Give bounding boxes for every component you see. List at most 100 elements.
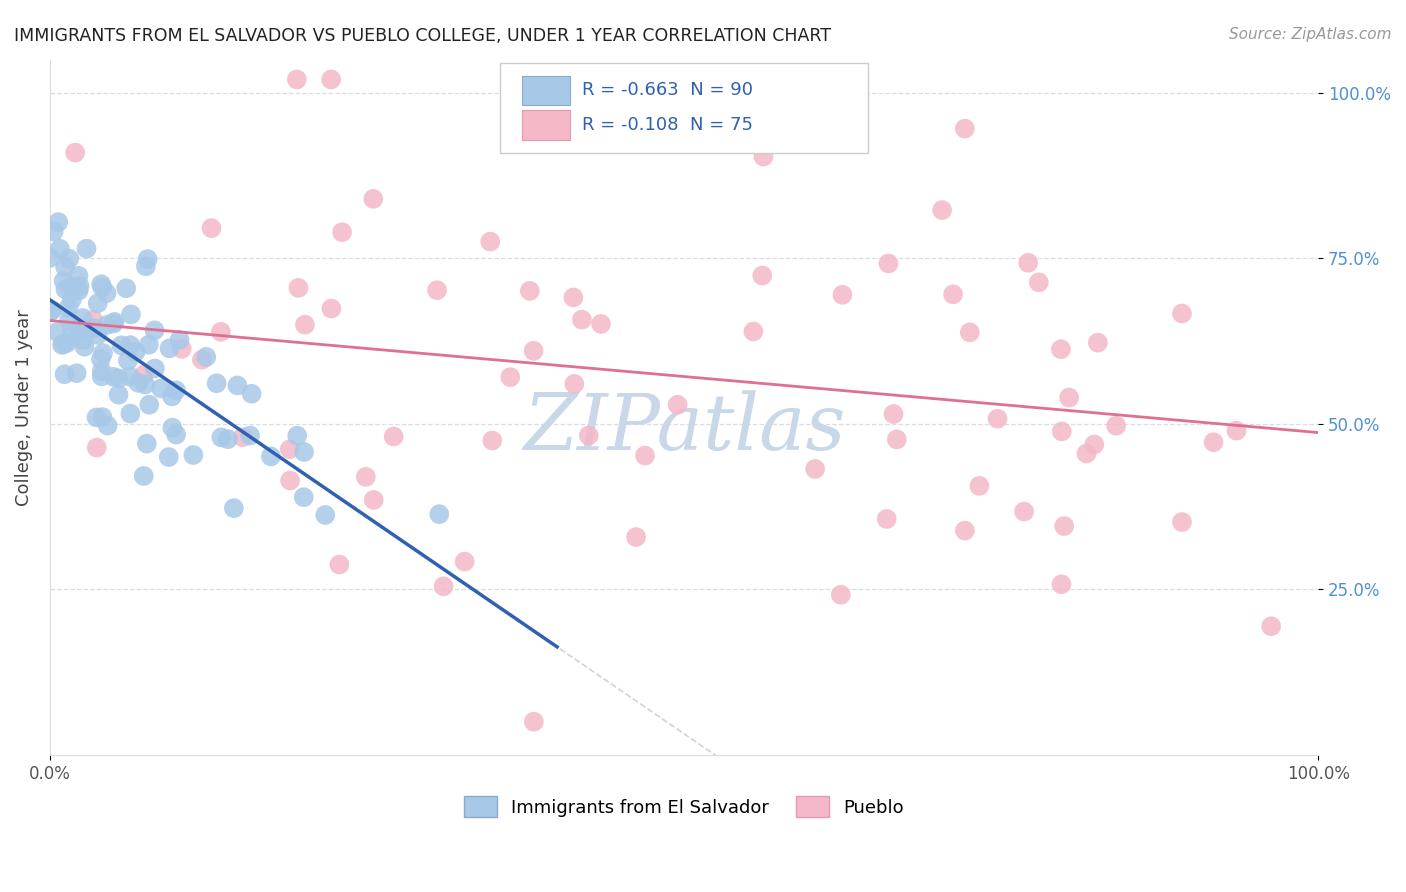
Pueblo [1057,391,1080,405]
Pueblo [499,370,522,384]
Pueblo [831,288,853,302]
Immigrants from El Salvador [138,337,160,351]
Immigrants from El Salvador [91,280,114,294]
Immigrants from El Salvador [58,301,80,315]
Pueblo [1105,418,1128,433]
Immigrants from El Salvador [66,366,89,380]
Pueblo [987,411,1010,425]
Immigrants from El Salvador [314,508,336,522]
Text: ZIPatlas: ZIPatlas [523,390,845,467]
Immigrants from El Salvador [118,369,141,384]
Immigrants from El Salvador [292,445,315,459]
Immigrants from El Salvador [51,338,73,352]
Pueblo [132,368,155,382]
Immigrants from El Salvador [56,335,79,350]
Immigrants from El Salvador [58,252,80,266]
Immigrants from El Salvador [96,318,118,332]
Pueblo [571,312,593,326]
Immigrants from El Salvador [110,338,132,352]
Pueblo [876,512,898,526]
Pueblo [882,407,904,421]
Pueblo [519,284,541,298]
Immigrants from El Salvador [83,321,105,335]
Immigrants from El Salvador [132,469,155,483]
Pueblo [363,492,385,507]
Immigrants from El Salvador [239,428,262,442]
Legend: Immigrants from El Salvador, Pueblo: Immigrants from El Salvador, Pueblo [457,789,911,824]
Pueblo [1087,335,1109,350]
Pueblo [1260,619,1282,633]
Pueblo [959,326,981,340]
Immigrants from El Salvador [67,284,90,298]
Immigrants from El Salvador [86,410,108,425]
Immigrants from El Salvador [69,279,91,293]
Bar [522,111,569,139]
Immigrants from El Salvador [117,353,139,368]
Immigrants from El Salvador [143,323,166,337]
Pueblo [86,441,108,455]
Pueblo [330,225,353,239]
Pueblo [1225,424,1247,438]
Immigrants from El Salvador [150,381,173,395]
Immigrants from El Salvador [107,388,129,402]
Immigrants from El Salvador [55,282,77,296]
Text: IMMIGRANTS FROM EL SALVADOR VS PUEBLO COLLEGE, UNDER 1 YEAR CORRELATION CHART: IMMIGRANTS FROM EL SALVADOR VS PUEBLO CO… [14,27,831,45]
Pueblo [742,325,765,339]
Pueblo [432,579,454,593]
Immigrants from El Salvador [135,260,157,274]
Bar [522,76,569,104]
Immigrants from El Salvador [127,376,149,390]
Pueblo [82,312,104,326]
Pueblo [1076,446,1098,460]
Pueblo [523,343,546,358]
Immigrants from El Salvador [222,501,245,516]
Pueblo [886,433,908,447]
Immigrants from El Salvador [58,313,80,327]
Immigrants from El Salvador [60,293,83,307]
Pueblo [1017,256,1039,270]
Immigrants from El Salvador [120,407,142,421]
Immigrants from El Salvador [209,430,232,444]
Pueblo [666,398,689,412]
Pueblo [562,290,585,304]
Immigrants from El Salvador [60,279,83,293]
Immigrants from El Salvador [427,507,450,521]
Immigrants from El Salvador [90,277,112,292]
Immigrants from El Salvador [75,323,97,337]
Immigrants from El Salvador [183,448,205,462]
Pueblo [1202,435,1225,450]
Immigrants from El Salvador [49,242,72,256]
Pueblo [969,479,991,493]
Pueblo [578,428,600,442]
Immigrants from El Salvador [165,427,187,442]
Immigrants from El Salvador [205,376,228,391]
Immigrants from El Salvador [120,307,142,321]
Immigrants from El Salvador [91,346,114,360]
Immigrants from El Salvador [292,490,315,504]
Pueblo [1028,275,1050,289]
Pueblo [426,283,449,297]
Text: R = -0.108  N = 75: R = -0.108 N = 75 [582,116,754,134]
Immigrants from El Salvador [42,224,65,238]
Pueblo [479,235,502,249]
Immigrants from El Salvador [115,281,138,295]
Pueblo [1171,306,1194,320]
Pueblo [382,429,405,443]
Pueblo [285,72,308,87]
Pueblo [321,301,343,316]
Immigrants from El Salvador [90,364,112,378]
Pueblo [63,145,86,160]
Pueblo [278,474,301,488]
Immigrants from El Salvador [138,398,160,412]
Immigrants from El Salvador [41,303,63,318]
Pueblo [942,287,965,301]
Pueblo [564,376,586,391]
Immigrants from El Salvador [67,268,90,283]
Pueblo [321,72,343,87]
Immigrants from El Salvador [62,324,84,338]
Pueblo [624,530,647,544]
Immigrants from El Salvador [73,340,96,354]
Immigrants from El Salvador [53,368,76,382]
Pueblo [1053,519,1076,533]
FancyBboxPatch shape [501,63,868,153]
